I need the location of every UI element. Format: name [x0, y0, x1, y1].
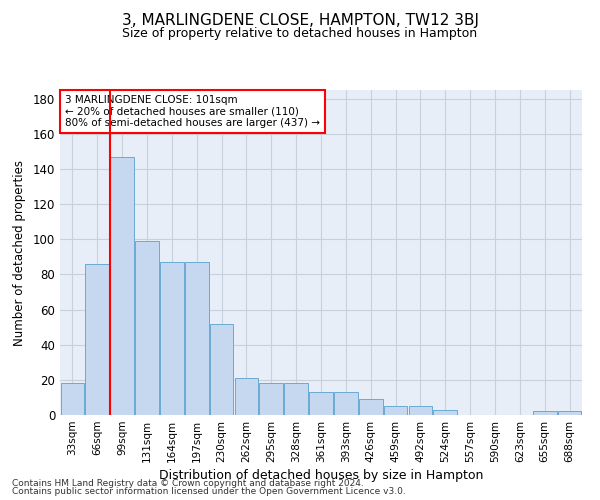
- Text: 3 MARLINGDENE CLOSE: 101sqm
← 20% of detached houses are smaller (110)
80% of se: 3 MARLINGDENE CLOSE: 101sqm ← 20% of det…: [65, 95, 320, 128]
- Bar: [533, 412, 557, 415]
- Bar: [334, 392, 358, 415]
- Text: Contains public sector information licensed under the Open Government Licence v3: Contains public sector information licen…: [12, 487, 406, 496]
- Bar: [110, 157, 134, 415]
- Bar: [558, 412, 581, 415]
- Bar: [259, 384, 283, 415]
- Bar: [359, 399, 383, 415]
- Text: Size of property relative to detached houses in Hampton: Size of property relative to detached ho…: [122, 28, 478, 40]
- Bar: [85, 264, 109, 415]
- Bar: [160, 262, 184, 415]
- Bar: [235, 378, 258, 415]
- Bar: [185, 262, 209, 415]
- Bar: [210, 324, 233, 415]
- Text: 3, MARLINGDENE CLOSE, HAMPTON, TW12 3BJ: 3, MARLINGDENE CLOSE, HAMPTON, TW12 3BJ: [121, 12, 479, 28]
- Bar: [433, 410, 457, 415]
- Bar: [135, 241, 159, 415]
- X-axis label: Distribution of detached houses by size in Hampton: Distribution of detached houses by size …: [159, 469, 483, 482]
- Bar: [409, 406, 432, 415]
- Bar: [309, 392, 333, 415]
- Y-axis label: Number of detached properties: Number of detached properties: [13, 160, 26, 346]
- Bar: [61, 384, 84, 415]
- Bar: [284, 384, 308, 415]
- Text: Contains HM Land Registry data © Crown copyright and database right 2024.: Contains HM Land Registry data © Crown c…: [12, 478, 364, 488]
- Bar: [384, 406, 407, 415]
